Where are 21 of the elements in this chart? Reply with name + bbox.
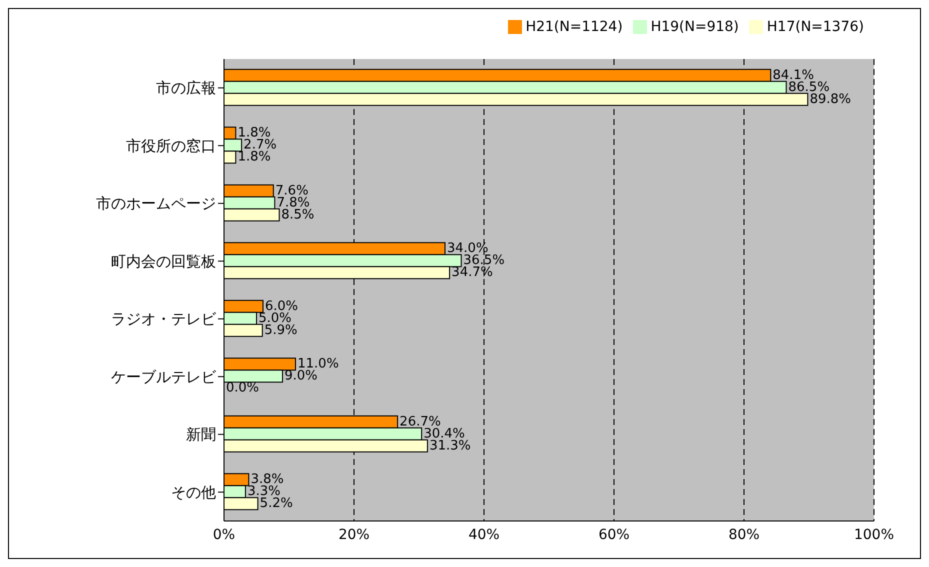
y-tick-label: 市のホームページ [96,194,216,213]
legend-label: H21(N=1124) [526,19,623,35]
x-tick-label: 100% [854,526,894,543]
y-tick-label: その他 [171,483,216,502]
x-tick-label: 80% [728,526,760,543]
x-tick-label: 60% [598,526,630,543]
y-tick-label: 町内会の回覧板 [111,252,216,270]
data-label: 5.2% [260,496,293,512]
y-tick-label: 新聞 [186,426,216,444]
y-tick-label: ラジオ・テレビ [111,310,217,328]
y-tick-label: 市の広報 [156,79,216,98]
legend-label: H19(N=918) [650,19,739,35]
legend-label: H17(N=1376) [766,19,864,35]
data-label: 9.0% [284,368,318,384]
data-label: 34.7% [452,265,493,280]
x-tick-label: 0% [212,526,236,543]
y-tick-label: ケーブルテレビ [111,368,217,386]
x-tick-label: 40% [468,526,500,543]
data-label: 1.8% [238,150,271,165]
x-tick-label: 20% [338,526,370,543]
y-tick-label: 市役所の窓口 [126,136,216,155]
